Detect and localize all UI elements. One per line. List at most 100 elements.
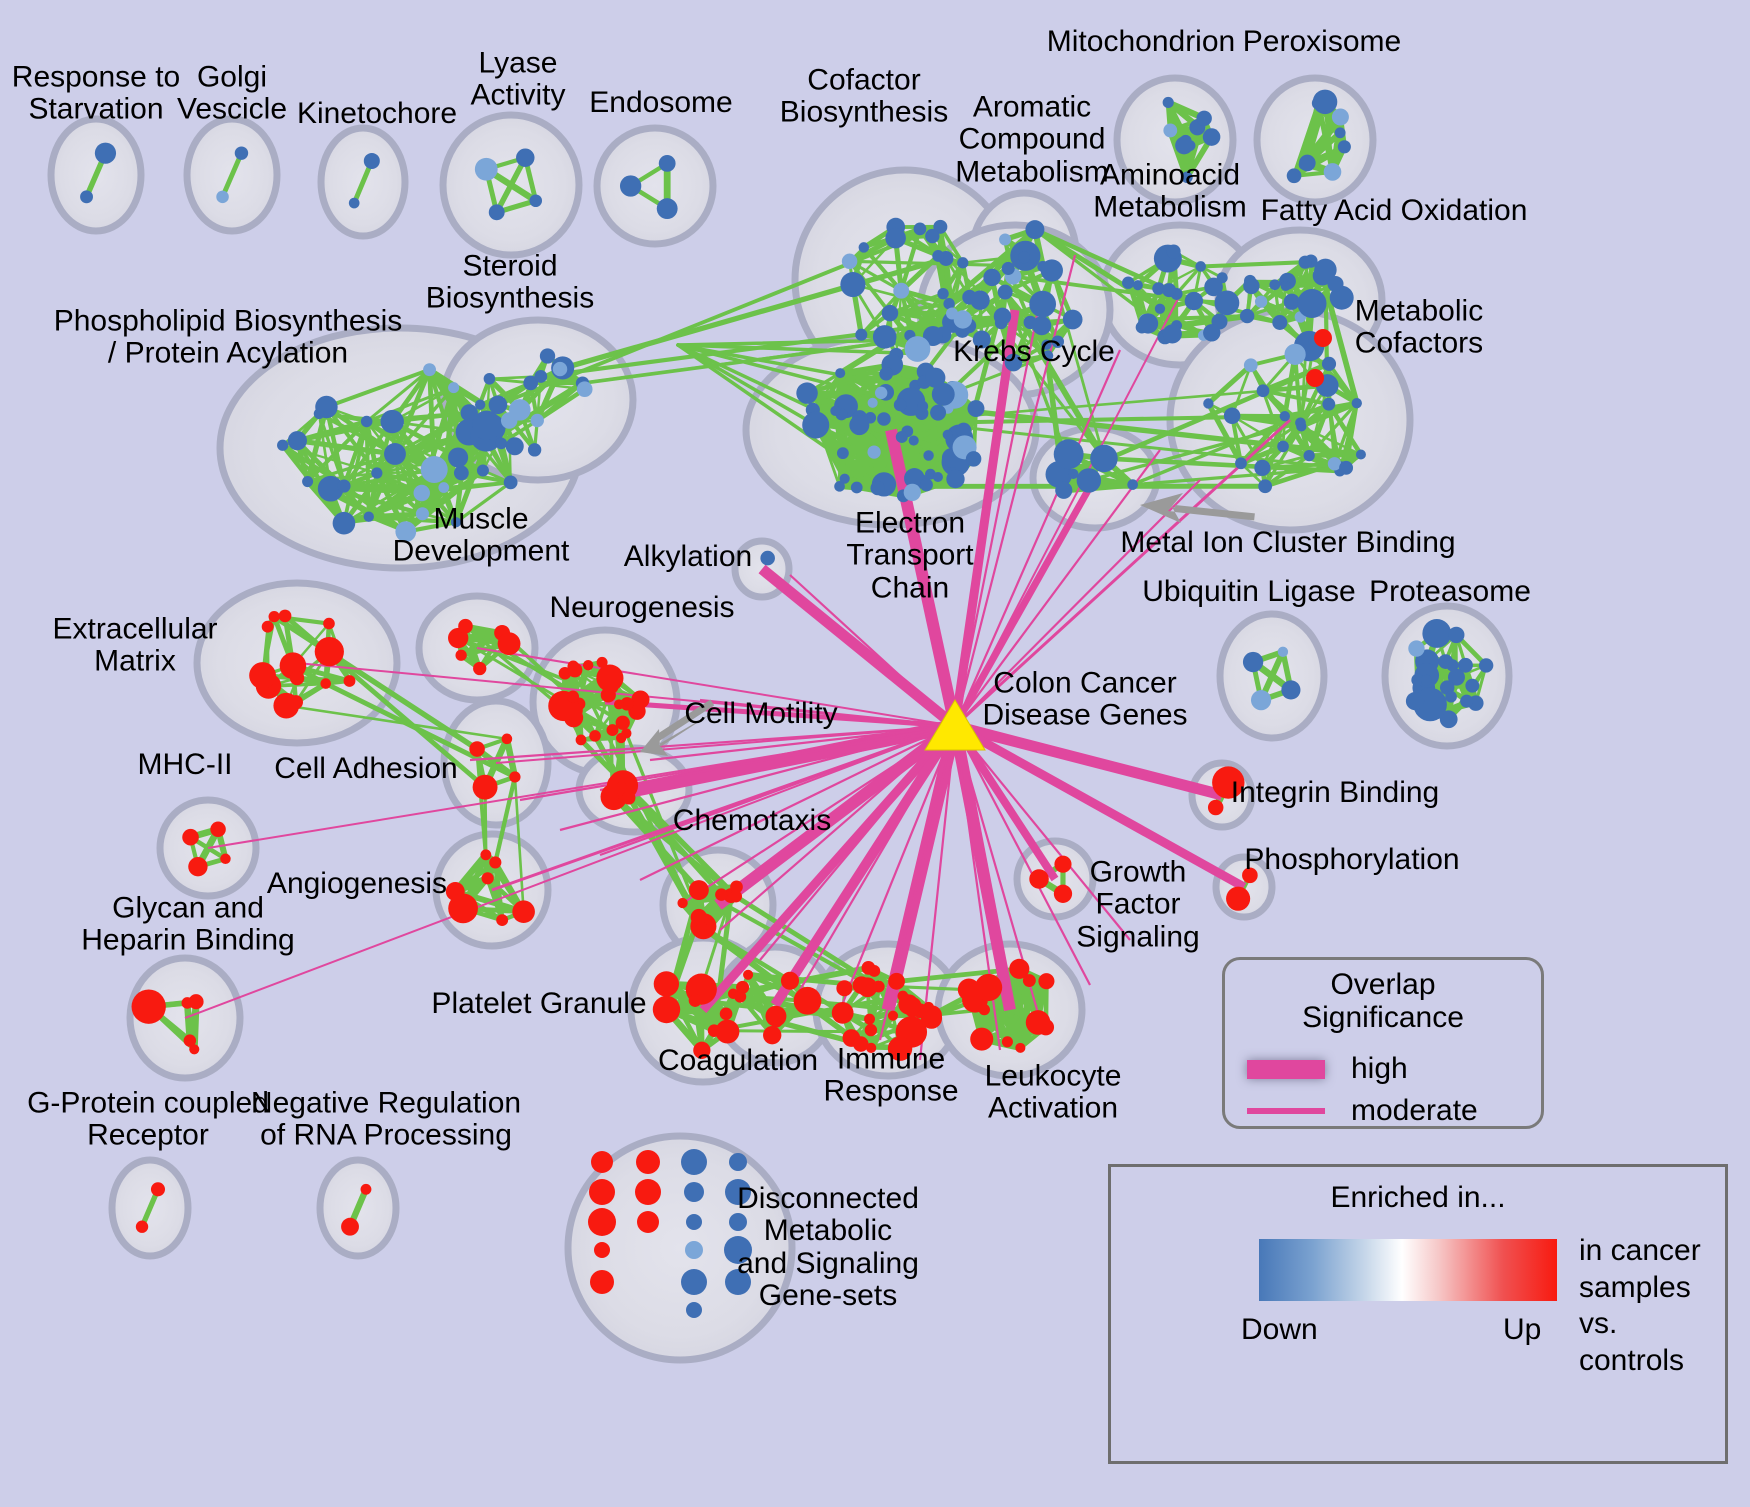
gene-set-node[interactable] [1029,290,1057,318]
gene-set-node[interactable] [1295,417,1306,429]
gene-set-node[interactable] [978,1003,990,1016]
gene-set-node[interactable] [501,733,513,745]
gene-set-node[interactable] [1226,886,1251,911]
gene-set-node[interactable] [1212,766,1245,799]
gene-set-node[interactable] [972,330,991,349]
gene-set-node[interactable] [1439,710,1458,729]
gene-set-node[interactable] [472,774,498,800]
gene-set-node[interactable] [931,382,955,406]
gene-set-node[interactable] [1272,314,1288,331]
gene-set-node[interactable] [802,411,830,439]
gene-set-node[interactable] [1286,168,1302,184]
gene-set-node[interactable] [360,415,373,428]
gene-set-node[interactable] [1351,397,1362,409]
gene-set-node[interactable] [686,1214,702,1230]
gene-set-node[interactable] [853,1036,869,1052]
gene-set-node[interactable] [552,361,568,377]
gene-set-node[interactable] [1254,295,1268,308]
gene-set-node[interactable] [1256,384,1270,398]
gene-set-node[interactable] [589,1179,615,1205]
gene-set-node[interactable] [481,872,494,885]
gene-set-node[interactable] [887,1036,913,1061]
gene-set-node[interactable] [932,471,943,483]
gene-set-node[interactable] [317,475,344,502]
gene-set-node[interactable] [423,363,436,377]
gene-set-node[interactable] [495,437,508,450]
gene-set-node[interactable] [1025,1010,1051,1035]
gene-set-node[interactable] [415,507,430,521]
gene-set-node[interactable] [1281,680,1301,700]
gene-set-node[interactable] [1283,293,1300,310]
gene-set-node[interactable] [1411,673,1425,687]
gene-set-node[interactable] [341,1217,359,1236]
gene-set-node[interactable] [420,455,448,483]
gene-set-node[interactable] [591,1151,613,1173]
gene-set-node[interactable] [596,656,608,668]
gene-set-node[interactable] [681,1149,707,1175]
gene-set-node[interactable] [460,404,478,422]
gene-set-node[interactable] [620,697,634,711]
gene-set-node[interactable] [1166,244,1181,259]
gene-set-node[interactable] [1314,258,1337,282]
gene-set-node[interactable] [278,609,292,623]
gene-set-node[interactable] [1163,123,1178,138]
gene-set-node[interactable] [1445,690,1457,703]
gene-set-node[interactable] [831,1002,854,1024]
gene-set-node[interactable] [1314,329,1332,347]
gene-set-node[interactable] [616,781,627,792]
gene-set-node[interactable] [849,415,870,436]
gene-set-node[interactable] [1327,275,1344,293]
gene-set-node[interactable] [724,1236,752,1264]
gene-set-node[interactable] [983,268,1001,287]
gene-set-node[interactable] [1127,479,1138,490]
gene-set-node[interactable] [1284,343,1306,365]
gene-set-node[interactable] [635,1179,661,1205]
gene-set-node[interactable] [474,157,498,181]
gene-set-node[interactable] [474,399,486,410]
gene-set-node[interactable] [450,517,462,528]
colon-cancer-hub-icon[interactable] [924,699,986,751]
gene-set-node[interactable] [473,661,487,676]
gene-set-node[interactable] [866,1042,877,1053]
gene-set-node[interactable] [715,888,728,901]
gene-set-node[interactable] [476,464,489,477]
gene-set-node[interactable] [1258,479,1273,494]
gene-set-node[interactable] [688,994,702,1007]
gene-set-node[interactable] [1038,973,1055,990]
gene-set-node[interactable] [1447,668,1465,686]
gene-set-node[interactable] [696,921,708,933]
gene-set-node[interactable] [937,288,949,300]
gene-set-node[interactable] [867,397,878,408]
gene-set-node[interactable] [277,439,289,451]
gene-set-node[interactable] [830,405,841,417]
gene-set-node[interactable] [1042,350,1054,361]
gene-set-node[interactable] [872,325,897,349]
gene-set-node[interactable] [488,204,505,221]
gene-set-node[interactable] [566,690,580,703]
gene-set-node[interactable] [1009,958,1030,979]
gene-set-node[interactable] [965,451,982,467]
gene-set-node[interactable] [913,222,927,236]
gene-set-node[interactable] [877,412,891,426]
gene-set-node[interactable] [273,692,300,719]
gene-set-node[interactable] [974,973,1003,1002]
gene-set-node[interactable] [1076,468,1102,493]
gene-set-node[interactable] [734,990,747,1003]
gene-set-node[interactable] [472,410,502,440]
gene-set-node[interactable] [879,366,894,381]
gene-set-node[interactable] [1154,303,1166,314]
gene-set-node[interactable] [1334,127,1346,139]
gene-set-node[interactable] [874,386,888,400]
gene-set-node[interactable] [1339,460,1354,475]
gene-set-node[interactable] [606,724,619,737]
gene-set-node[interactable] [836,980,853,997]
gene-set-node[interactable] [1223,407,1241,425]
gene-set-node[interactable] [1184,291,1204,311]
gene-set-node[interactable] [302,476,314,488]
gene-set-node[interactable] [1465,678,1480,693]
gene-set-node[interactable] [835,368,846,379]
gene-set-node[interactable] [1420,674,1432,686]
gene-set-node[interactable] [834,481,845,492]
gene-set-node[interactable] [314,637,344,667]
gene-set-node[interactable] [622,791,636,805]
